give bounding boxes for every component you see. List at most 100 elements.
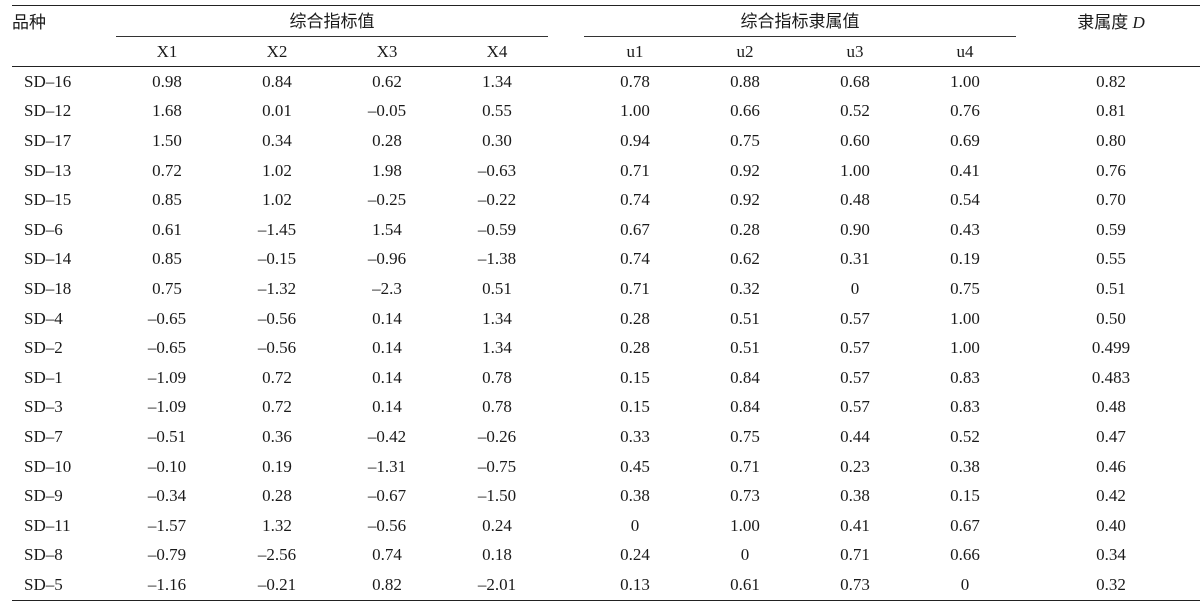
membership-degree-cell: 0.34 [1096, 545, 1126, 565]
u3-cell: 0.90 [840, 219, 870, 239]
u4-cell: 1.00 [950, 308, 980, 328]
gap-cell-2 [1020, 126, 1046, 156]
table-row: SD–3 –1.09 0.72 0.14 0.78 0.15 0.84 0.57 0.83 0.4… [12, 393, 1200, 423]
membership-degree-cell: 0.499 [1091, 338, 1131, 358]
variety-cell: SD–5 [12, 570, 112, 601]
u2-cell: 1.00 [730, 515, 760, 535]
x3-cell: 1.98 [372, 160, 402, 180]
x1-cell: 0.72 [152, 160, 182, 180]
table-row: SD–5 –1.16 –0.21 0.82 –2.01 0.13 0.61 0.73 0 0.32… [12, 570, 1200, 601]
x4-cell: 0.18 [482, 545, 512, 565]
u3-cell: 1.00 [840, 160, 870, 180]
table-row: SD–17 1.50 0.34 0.28 0.30 0.94 0.75 0.60 0.69 0.8… [12, 126, 1200, 156]
rank-cell: 4 [1176, 156, 1200, 186]
x3-cell: 0.14 [372, 308, 402, 328]
header-membership-group-label: 综合指标隶属值 [584, 8, 1016, 37]
u3-cell: 0.23 [840, 456, 870, 476]
x2-cell: –2.56 [257, 545, 297, 565]
u2-cell: 0.75 [730, 426, 760, 446]
u2-cell: 0.66 [730, 101, 760, 121]
x4-cell: –1.38 [477, 249, 517, 269]
gap-cell-2 [1020, 511, 1046, 541]
table-row: SD–1 –1.09 0.72 0.14 0.78 0.15 0.84 0.57 0.83 0.4… [12, 363, 1200, 393]
x3-cell: 0.28 [372, 130, 402, 150]
gap-cell [552, 541, 580, 571]
x3-cell: 0.14 [372, 367, 402, 387]
rank-cell: 12 [1176, 393, 1200, 423]
x1-cell: –0.34 [147, 486, 187, 506]
membership-degree-cell: 0.59 [1096, 219, 1126, 239]
x2-cell: 1.02 [262, 190, 292, 210]
header-membership-degree-symbol: D [1132, 13, 1145, 32]
u3-cell: 0.52 [840, 101, 870, 121]
gap-cell [552, 452, 580, 482]
u2-cell: 0.92 [730, 160, 760, 180]
u3-cell: 0.57 [840, 308, 870, 328]
x1-cell: –0.10 [147, 456, 187, 476]
gap-cell-2 [1020, 97, 1046, 127]
x1-cell: 1.50 [152, 130, 182, 150]
variety-cell: SD–12 [24, 101, 72, 121]
x3-cell: –0.96 [367, 249, 407, 269]
header-gap [552, 5, 580, 38]
header-blank [12, 38, 112, 67]
gap-cell-2 [1020, 393, 1046, 423]
header-gap-cell [552, 38, 580, 67]
variety-cell: SD–18 [24, 278, 72, 298]
gap-cell-2 [1020, 67, 1046, 97]
x1-cell: 0.85 [152, 249, 182, 269]
u3-cell: 0.73 [800, 570, 910, 601]
x2-cell: 0.72 [262, 397, 292, 417]
gap-cell [552, 570, 580, 601]
gap-cell [552, 274, 580, 304]
header-composite-group-label: 综合指标值 [116, 8, 548, 37]
u1-cell: 0.45 [620, 456, 650, 476]
table-row: SD–9 –0.34 0.28 –0.67 –1.50 0.38 0.73 0.38 0.15 0… [12, 481, 1200, 511]
u4-cell: 0 [910, 570, 1020, 601]
x3-cell: –0.56 [367, 515, 407, 535]
header-x4: X4 [442, 38, 552, 67]
u4-cell: 0.66 [950, 545, 980, 565]
gap-cell [552, 333, 580, 363]
x4-cell: 0.30 [482, 130, 512, 150]
header-u1: u1 [580, 38, 690, 67]
header-u2: u2 [690, 38, 800, 67]
gap-cell [552, 215, 580, 245]
membership-degree-cell: 0.40 [1096, 515, 1126, 535]
membership-degree-cell: 0.81 [1096, 101, 1126, 121]
variety-cell: SD–2 [24, 338, 63, 358]
header-u4: u4 [910, 38, 1020, 67]
x3-cell: 0.74 [372, 545, 402, 565]
header-gap-2 [1020, 5, 1046, 38]
x1-cell: –1.09 [147, 367, 187, 387]
gap-cell-2 [1020, 156, 1046, 186]
membership-degree-cell: 0.82 [1096, 71, 1126, 91]
x4-cell: –0.26 [477, 426, 517, 446]
rank-cell: 3 [1176, 126, 1200, 156]
x2-cell: 0.19 [262, 456, 292, 476]
x2-cell: 0.36 [262, 426, 292, 446]
header-x1: X1 [112, 38, 222, 67]
u3-cell: 0 [850, 278, 860, 298]
table-row: SD–15 0.85 1.02 –0.25 –0.22 0.74 0.92 0.48 0.54 0… [12, 185, 1200, 215]
u3-cell: 0.38 [840, 486, 870, 506]
u2-cell: 0.92 [730, 190, 760, 210]
u3-cell: 0.41 [840, 515, 870, 535]
x4-cell: –1.50 [477, 486, 517, 506]
u3-cell: 0.60 [840, 130, 870, 150]
variety-cell: SD–9 [24, 486, 63, 506]
header-blank-d [1046, 38, 1176, 67]
header-membership-group: 综合指标隶属值 [580, 5, 1020, 38]
x2-cell: 0.01 [262, 101, 292, 121]
u3-cell: 0.44 [840, 426, 870, 446]
u4-cell: 0.19 [950, 249, 980, 269]
u2-cell: 0.62 [730, 249, 760, 269]
variety-cell: SD–11 [24, 515, 71, 535]
membership-degree-cell: 0.47 [1096, 426, 1126, 446]
gap-cell [552, 245, 580, 275]
u1-cell: 0.15 [620, 397, 650, 417]
header-rank: 排名 [1176, 5, 1200, 38]
header-variety: 品种 [12, 5, 112, 38]
u3-cell: 0.68 [840, 71, 870, 91]
rank-cell: 8 [1176, 274, 1200, 304]
